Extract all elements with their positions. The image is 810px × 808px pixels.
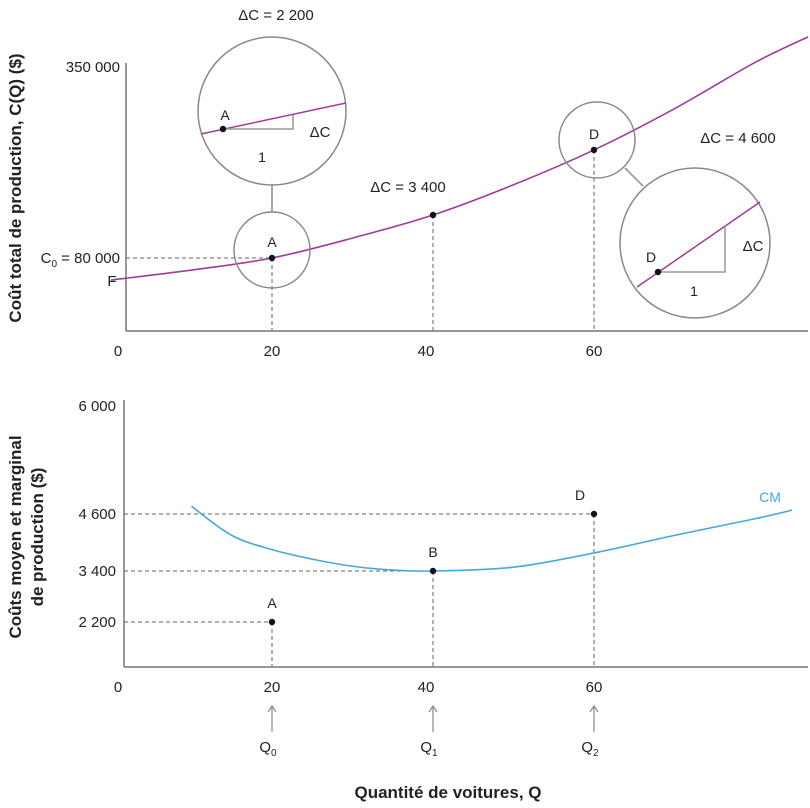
average-cost-point-label: D xyxy=(575,487,585,503)
slope-triangle-d xyxy=(658,225,726,273)
bottom-y-tick: 3 400 xyxy=(78,563,116,580)
bottom-x-tick-60: 60 xyxy=(586,679,603,696)
quantity-arrow-up-icon xyxy=(428,704,438,713)
zoom-tangent-d xyxy=(636,201,761,288)
average-cost-point xyxy=(429,567,437,575)
average-cost-curve xyxy=(191,505,793,572)
top-x-tick-0: 0 xyxy=(114,343,122,360)
bottom-y-tick: 2 200 xyxy=(78,614,116,631)
total-cost-curve xyxy=(110,36,809,281)
zoom-point-a xyxy=(219,125,227,133)
top-y-tick-350000: 350 000 xyxy=(66,59,120,76)
delta-c-label-a: ΔC = 2 200 xyxy=(238,7,313,24)
top-y-tick-fixed-cost: F xyxy=(107,273,116,290)
average-cost-point xyxy=(590,510,598,518)
bottom-x-tick-0: 0 xyxy=(114,679,122,696)
bottom-x-tick-40: 40 xyxy=(418,679,435,696)
average-cost-chart: Coûts moyen et marginal de production ($… xyxy=(6,398,808,802)
bottom-x-tick-20: 20 xyxy=(264,679,281,696)
quantity-marker-label: Q2 xyxy=(581,739,599,759)
zoom-circle-large-a xyxy=(197,36,347,186)
zoom-point-d xyxy=(654,268,662,276)
total-cost-chart: Coût total de production, C(Q) ($) 350 0… xyxy=(6,7,809,360)
top-x-tick-60: 60 xyxy=(586,343,603,360)
quantity-arrow-up-icon xyxy=(589,704,599,713)
total-cost-point xyxy=(429,211,437,219)
zoom-rise-d: ΔC xyxy=(743,238,764,255)
quantity-marker-label: Q1 xyxy=(420,739,438,759)
delta-c-label-b: ΔC = 3 400 xyxy=(370,179,445,196)
delta-c-label-d: ΔC = 4 600 xyxy=(700,130,775,147)
quantity-arrow-up-icon xyxy=(267,704,277,713)
total-cost-point xyxy=(268,254,276,262)
zoom-connector-d xyxy=(624,167,644,187)
bottom-y-axis-title-line1: Coûts moyen et marginal xyxy=(6,435,25,638)
top-x-tick-20: 20 xyxy=(264,343,281,360)
bottom-y-tick: 6 000 xyxy=(78,398,116,415)
average-cost-point-label: B xyxy=(428,544,437,560)
zoom-circle-small-a xyxy=(233,211,311,289)
zoom-run-d: 1 xyxy=(690,283,698,299)
zoom-rise-a: ΔC xyxy=(310,124,331,141)
x-axis-title: Quantité de voitures, Q xyxy=(354,783,541,802)
average-cost-point-label: A xyxy=(267,595,277,611)
average-cost-point xyxy=(268,618,276,626)
zoom-run-a: 1 xyxy=(258,149,266,165)
top-y-tick-c0: C0 = 80 000 xyxy=(41,250,120,270)
zoom-label-d: D xyxy=(646,249,656,265)
zoom-callout-d: D ΔC 1 ΔC = 4 600 xyxy=(558,101,776,319)
average-cost-curve-label: CM xyxy=(759,489,781,505)
zoom-circle-large-d xyxy=(619,167,771,319)
total-cost-point-label: A xyxy=(267,234,277,250)
top-y-axis-title: Coût total de production, C(Q) ($) xyxy=(6,53,25,322)
zoom-label-a: A xyxy=(220,107,230,123)
top-x-tick-40: 40 xyxy=(418,343,435,360)
quantity-marker-label: Q0 xyxy=(259,739,277,759)
total-cost-point-label: D xyxy=(589,126,599,142)
total-cost-point xyxy=(590,146,598,154)
bottom-y-tick: 4 600 xyxy=(78,506,116,523)
zoom-circle-small-d xyxy=(558,101,636,179)
slope-triangle-a xyxy=(223,115,294,130)
bottom-y-axis-title-line2: de production ($) xyxy=(28,468,47,607)
zoom-callout-a: A ΔC 1 ΔC = 2 200 xyxy=(197,7,347,289)
